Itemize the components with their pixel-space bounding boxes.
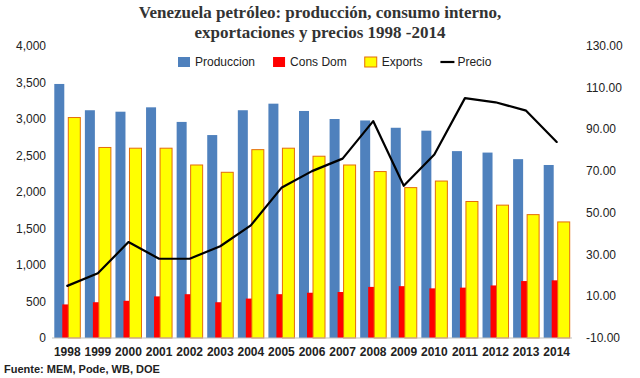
bar (374, 172, 386, 338)
legend-label: Produccion (195, 55, 255, 69)
y-tick-label: 1,000 (16, 258, 46, 272)
y2-tick-label: 70.00 (586, 164, 616, 178)
y-tick-label: 4,000 (16, 39, 46, 53)
y2-tick-label: 90.00 (586, 122, 616, 136)
bar (405, 188, 417, 338)
y-tick-label: 2,500 (16, 149, 46, 163)
legend-swatch (273, 57, 285, 67)
bar (99, 147, 111, 338)
y2-tick-label: 10.00 (586, 289, 616, 303)
bar (497, 205, 509, 338)
chart-svg: 0 500 1,000 1,500 2,000 2,500 3,000 3,500 4,000 -… (0, 0, 640, 378)
legend-swatch (440, 61, 454, 63)
y-tick-label: 1,500 (16, 222, 46, 236)
bar (466, 201, 478, 338)
legend-swatch (365, 57, 377, 67)
y2-tick-label: 130.00 (586, 39, 623, 53)
bar (54, 84, 64, 338)
x-tick-label: 1999 (85, 345, 112, 359)
source: Fuente: MEM, Pode, WB, DOE (4, 363, 160, 375)
x-tick-label: 2008 (360, 345, 387, 359)
y-tick-label: 500 (26, 295, 46, 309)
y-tick-label: 2,000 (16, 185, 46, 199)
bar (344, 165, 356, 338)
x-tick-label: 2011 (452, 345, 478, 359)
axis-line (52, 338, 572, 339)
x-tick-label: 2000 (115, 345, 142, 359)
x-tick-label: 2001 (146, 345, 173, 359)
x-tick-label: 2014 (543, 345, 570, 359)
y2-tick-label: 30.00 (586, 248, 616, 262)
bar (435, 181, 447, 338)
chart-wrap: Venezuela petróleo: producción, consumo … (0, 0, 640, 378)
x-tick-label: 2012 (482, 345, 509, 359)
y2-tick-label: 110.00 (586, 81, 622, 95)
y-tick-label: 3,500 (16, 76, 46, 90)
y-tick-label: 3,000 (16, 112, 46, 126)
x-tick-label: 2009 (390, 345, 417, 359)
title-box: Venezuela petróleo: producción, consumo … (0, 3, 640, 43)
x-tick-label: 2002 (176, 345, 203, 359)
x-tick-label: 2013 (513, 345, 540, 359)
x-tick-label: 2004 (237, 345, 264, 359)
x-tick-label: 1998 (54, 345, 81, 359)
x-tick-label: 2006 (299, 345, 326, 359)
legend-label: Exports (382, 55, 423, 69)
bar (252, 150, 264, 338)
x-tick-label: 2005 (268, 345, 295, 359)
bar (68, 118, 80, 338)
x-tick-label: 2007 (329, 345, 356, 359)
bar (221, 172, 233, 338)
title: Venezuela petróleo: producción, consumo … (105, 3, 535, 43)
y-tick-label: 0 (39, 331, 46, 345)
x-tick-label: 2010 (421, 345, 448, 359)
bar (558, 222, 570, 338)
legend-label: Precio (457, 55, 491, 69)
x-tick-label: 2003 (207, 345, 234, 359)
legend-label: Cons Dom (290, 55, 347, 69)
y2-tick-label: 50.00 (586, 206, 616, 220)
bar (191, 165, 203, 338)
y2-tick-label: -10.00 (586, 331, 620, 345)
bar (527, 215, 539, 338)
bar (160, 148, 172, 338)
legend-swatch (178, 57, 190, 67)
bar (313, 156, 325, 338)
bar (282, 148, 294, 338)
price-line (67, 98, 556, 286)
